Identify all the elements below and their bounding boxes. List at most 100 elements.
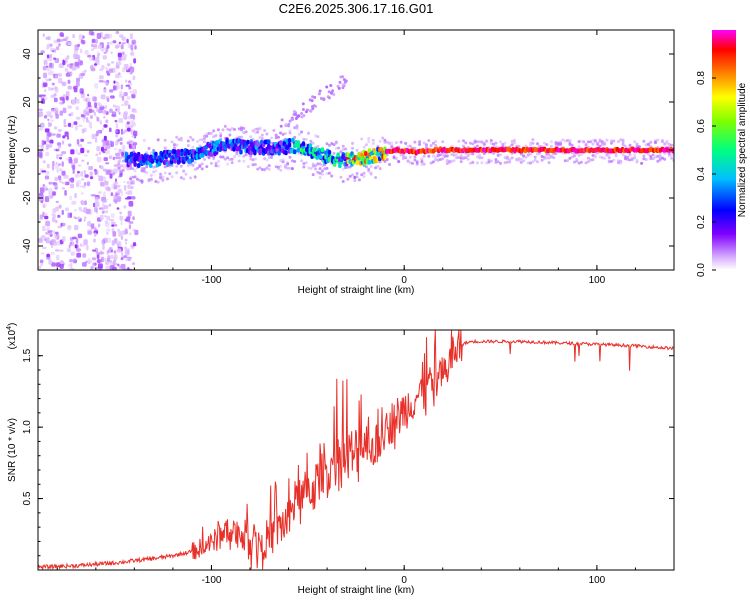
noise-cell bbox=[86, 244, 89, 251]
halo-cell bbox=[434, 140, 438, 143]
halo-cell bbox=[670, 153, 674, 157]
noise-cell bbox=[74, 173, 80, 178]
halo-cell bbox=[388, 163, 391, 166]
halo-cell bbox=[260, 133, 264, 137]
ridge-cell bbox=[180, 151, 184, 157]
halo-cell bbox=[485, 139, 489, 143]
noise-cell bbox=[54, 185, 59, 189]
spectrogram-panel: -100 0 100 -40 -20 0 20 40 Height of straight l… bbox=[7, 29, 675, 296]
halo-cell bbox=[556, 143, 560, 147]
noise-cell bbox=[103, 157, 108, 162]
ridge-cell bbox=[287, 138, 292, 143]
halo-cell bbox=[475, 155, 479, 159]
noise-cell bbox=[44, 175, 50, 180]
noise-cell bbox=[109, 173, 113, 179]
noise-cell bbox=[54, 48, 57, 53]
noise-cell bbox=[46, 54, 50, 59]
noise-cell bbox=[50, 94, 56, 98]
halo-cell bbox=[529, 152, 533, 156]
halo-cell bbox=[614, 154, 618, 158]
halo-cell bbox=[191, 138, 195, 142]
noise-cell bbox=[66, 56, 70, 60]
noise-cell bbox=[100, 94, 106, 100]
halo-cell bbox=[156, 138, 160, 142]
halo-cell bbox=[503, 141, 507, 145]
halo-cell bbox=[124, 129, 128, 133]
noise-cell bbox=[128, 224, 132, 230]
halo-cell bbox=[253, 157, 257, 161]
noise-cell bbox=[126, 248, 130, 254]
halo-cell bbox=[119, 164, 123, 168]
ridge-cell bbox=[256, 142, 261, 148]
halo-cell bbox=[119, 141, 123, 145]
noise-cell bbox=[79, 60, 83, 66]
halo-cell bbox=[531, 160, 535, 164]
halo-cell bbox=[140, 166, 144, 170]
noise-cell bbox=[49, 62, 54, 69]
halo-cell bbox=[290, 159, 294, 163]
halo-cell bbox=[577, 140, 581, 144]
halo-cell bbox=[256, 167, 260, 171]
halo-cell bbox=[621, 138, 625, 142]
noise-cell bbox=[134, 45, 137, 50]
halo-cell bbox=[556, 141, 560, 145]
noise-cell bbox=[118, 241, 122, 247]
halo-cell bbox=[519, 157, 523, 161]
halo-cell bbox=[478, 153, 482, 157]
halo-cell bbox=[147, 147, 151, 150]
halo-cell bbox=[267, 167, 271, 171]
halo-cell bbox=[600, 141, 604, 145]
noise-cell bbox=[103, 115, 106, 119]
noise-cell bbox=[40, 200, 44, 204]
halo-cell bbox=[413, 140, 417, 144]
noise-cell bbox=[81, 178, 85, 181]
halo-cell bbox=[489, 159, 493, 163]
halo-cell bbox=[205, 134, 209, 138]
noise-cell bbox=[46, 163, 50, 169]
noise-cell bbox=[119, 211, 122, 215]
halo-cell bbox=[471, 142, 475, 146]
noise-cell bbox=[96, 259, 101, 264]
halo-cell bbox=[549, 154, 553, 158]
noise-cell bbox=[56, 254, 60, 261]
noise-cell bbox=[127, 210, 132, 217]
ridge-cell bbox=[247, 145, 252, 150]
noise-cell bbox=[121, 42, 126, 45]
halo-cell bbox=[499, 161, 502, 165]
halo-cell bbox=[399, 140, 403, 144]
halo-cell bbox=[480, 140, 484, 144]
noise-cell bbox=[125, 84, 130, 87]
ridge-cell bbox=[293, 149, 297, 155]
noise-cell bbox=[98, 80, 104, 83]
noise-cell bbox=[38, 94, 42, 98]
noise-cell bbox=[72, 34, 75, 39]
halo-cell bbox=[253, 163, 257, 166]
noise-cell bbox=[61, 170, 66, 176]
halo-cell bbox=[362, 175, 366, 179]
halo-cell bbox=[242, 131, 246, 135]
halo-cell bbox=[542, 141, 546, 145]
noise-cell bbox=[67, 135, 70, 140]
halo-cell bbox=[536, 160, 539, 164]
noise-cell bbox=[103, 124, 108, 128]
noise-cell bbox=[85, 107, 89, 112]
halo-cell bbox=[186, 164, 190, 167]
noise-cell bbox=[61, 187, 66, 190]
halo-cell bbox=[401, 156, 405, 160]
halo-cell bbox=[318, 162, 322, 166]
halo-cell bbox=[600, 156, 604, 160]
ridge-cell bbox=[291, 137, 295, 143]
halo-cell bbox=[431, 141, 435, 145]
noise-cell bbox=[106, 44, 110, 49]
halo-cell bbox=[237, 154, 241, 158]
noise-cell bbox=[61, 151, 67, 155]
noise-cell bbox=[94, 169, 98, 176]
noise-cell bbox=[55, 200, 59, 203]
noise-cell bbox=[103, 180, 109, 186]
noise-cell bbox=[123, 185, 127, 191]
halo-cell bbox=[617, 159, 620, 163]
noise-cell bbox=[54, 74, 58, 79]
halo-cell bbox=[316, 135, 320, 139]
noise-cell bbox=[67, 79, 71, 84]
halo-cell bbox=[589, 158, 593, 162]
